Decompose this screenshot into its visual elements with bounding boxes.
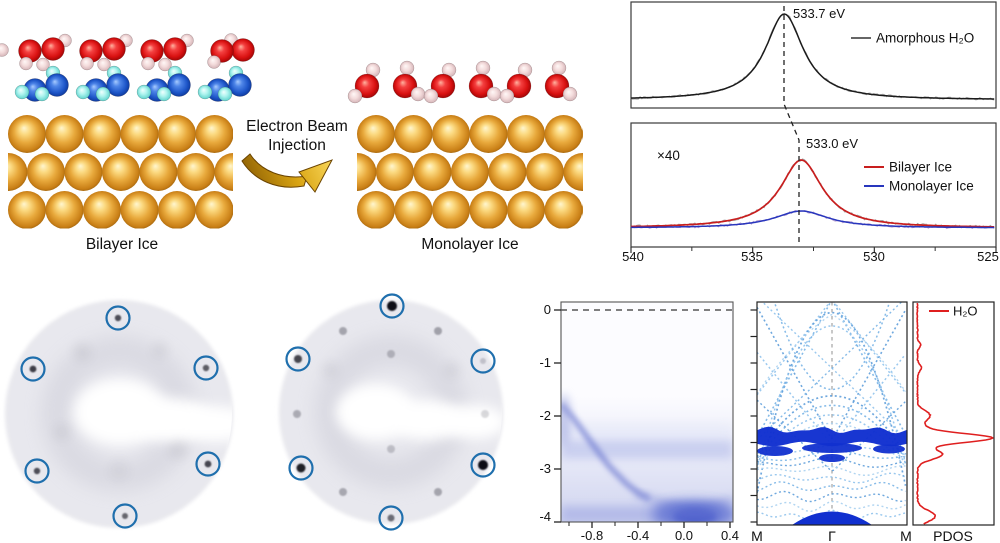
bands-frame — [756, 301, 908, 526]
arpes-ytick-1: -1 — [539, 355, 551, 370]
panel-xps: 533.7 eV Amorphous H₂O ×40 533.0 eV Bila… — [622, 1, 999, 264]
legend-label-bilayer: Bilayer Ice — [889, 160, 952, 175]
arpes-ytick-4: -4 — [539, 509, 551, 524]
xps-xtick-530: 530 — [863, 249, 885, 264]
xps-xtick-535: 535 — [741, 249, 763, 264]
panel-band-structure: M Γ M — [750, 301, 912, 543]
kpoint-m-right: M — [900, 528, 912, 543]
panel-structural-models: Electron Beam Injection Bilayer Ice Mono… — [0, 33, 583, 253]
bands-curves — [757, 302, 907, 525]
legend-label-monolayer: Monolayer Ice — [889, 179, 974, 194]
xps-top-frame — [630, 1, 997, 109]
gold-substrate-monolayer — [357, 115, 583, 229]
xps-curves — [630, 6, 997, 253]
arpes-ytick-0: 0 — [544, 302, 551, 317]
leed-pattern-monolayer — [279, 293, 503, 531]
arpes-xtick-0: -0.8 — [581, 528, 603, 543]
arpes-intensity-map — [561, 302, 733, 522]
arpes-xtick-1: -0.4 — [627, 528, 649, 543]
legend-label-h2o: H₂O — [953, 304, 978, 319]
panel-pdos: H₂O PDOS — [912, 301, 995, 543]
leed-pattern-bilayer — [5, 300, 233, 529]
xps-xtick-525: 525 — [977, 249, 999, 264]
xps-xtick-540: 540 — [622, 249, 644, 264]
kpoint-gamma: Γ — [828, 528, 836, 543]
monolayer-ice-label: Monolayer Ice — [421, 236, 518, 253]
arpes-ticks — [554, 309, 731, 528]
legend-label-amorphous: Amorphous H₂O — [876, 31, 974, 46]
xps-peak-label-bottom: 533.0 eV — [806, 136, 858, 151]
arpes-ytick-2: -2 — [539, 408, 551, 423]
kpoint-m-left: M — [751, 528, 763, 543]
arrow-label-line2: Injection — [268, 137, 326, 154]
bands-ticks — [750, 309, 757, 523]
pdos-curve — [916, 302, 994, 525]
electron-beam-arrow-head — [298, 159, 334, 193]
arpes-frame — [560, 301, 734, 523]
pdos-bg — [913, 302, 994, 525]
arpes-xtick-2: 0.0 — [675, 528, 693, 543]
gold-substrate-bilayer — [8, 115, 233, 229]
pdos-axis-label: PDOS — [933, 528, 973, 543]
panel-arpes: 0 -1 -2 -3 -4 -0.8 -0.4 0.0 0.4 — [539, 301, 739, 543]
arrow-label-line1: Electron Beam — [246, 118, 348, 135]
pdos-frame — [912, 301, 995, 526]
electron-beam-arrow-body — [241, 153, 308, 188]
arpes-ytick-3: -3 — [539, 461, 551, 476]
xps-magnification: ×40 — [657, 148, 680, 163]
arpes-xtick-3: 0.4 — [721, 528, 739, 543]
xps-peak-label-top: 533.7 eV — [793, 6, 845, 21]
bilayer-ice-label: Bilayer Ice — [86, 236, 158, 253]
water-molecules — [0, 33, 578, 104]
